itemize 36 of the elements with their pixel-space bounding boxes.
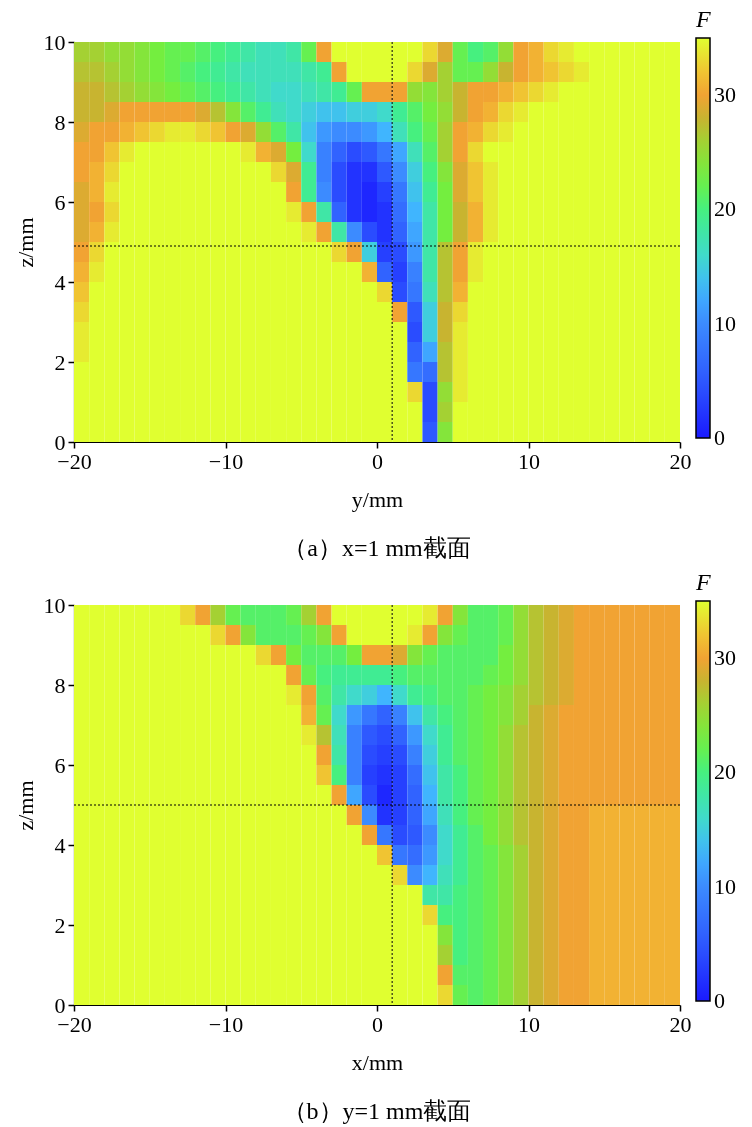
color-bar-label: 10 xyxy=(714,873,736,899)
y-axis-title: z/mm xyxy=(12,780,38,831)
color-bar-title: F xyxy=(695,6,711,32)
x-tick-label: 20 xyxy=(669,448,692,474)
y-tick-label: 4 xyxy=(54,269,66,295)
color-bar-label: 10 xyxy=(714,310,736,336)
y-axis-title: z/mm xyxy=(12,217,38,268)
x-tick-label: 20 xyxy=(669,1011,692,1037)
text: （b）y=1 mm截面 xyxy=(282,1098,472,1124)
x-tick-label: −10 xyxy=(208,1011,244,1037)
x-tick-label: 10 xyxy=(518,1011,540,1037)
y-tick-label: 2 xyxy=(54,349,66,375)
color-bar-label: 30 xyxy=(714,645,736,671)
y-tick-label: 6 xyxy=(54,752,66,778)
y-tick-label: 4 xyxy=(54,832,66,858)
x-tick-label: 10 xyxy=(518,448,540,474)
color-bar-label: 20 xyxy=(714,759,736,785)
color-bar-label: 0 xyxy=(714,425,725,450)
y-tick-label: 10 xyxy=(43,29,66,55)
y-tick-label: 0 xyxy=(54,992,66,1018)
color-bar-title: F xyxy=(695,569,711,595)
color-bar-label: 20 xyxy=(714,196,736,222)
text: （a）x=1 mm截面 xyxy=(283,535,471,561)
x-tick-label: 0 xyxy=(372,1011,383,1037)
color-bar-label: 30 xyxy=(714,82,736,108)
y-tick-label: 0 xyxy=(54,429,66,455)
color-bar-label: 0 xyxy=(714,988,725,1013)
y-tick-label: 8 xyxy=(54,672,66,698)
y-tick-label: 8 xyxy=(54,109,66,135)
y-tick-label: 10 xyxy=(43,592,66,618)
x-axis-title: x/mm xyxy=(351,1049,404,1075)
x-axis-title: y/mm xyxy=(351,486,404,512)
x-tick-label: 0 xyxy=(372,448,383,474)
x-tick-label: −10 xyxy=(208,448,244,474)
y-tick-label: 2 xyxy=(54,912,66,938)
y-tick-label: 6 xyxy=(54,189,66,215)
